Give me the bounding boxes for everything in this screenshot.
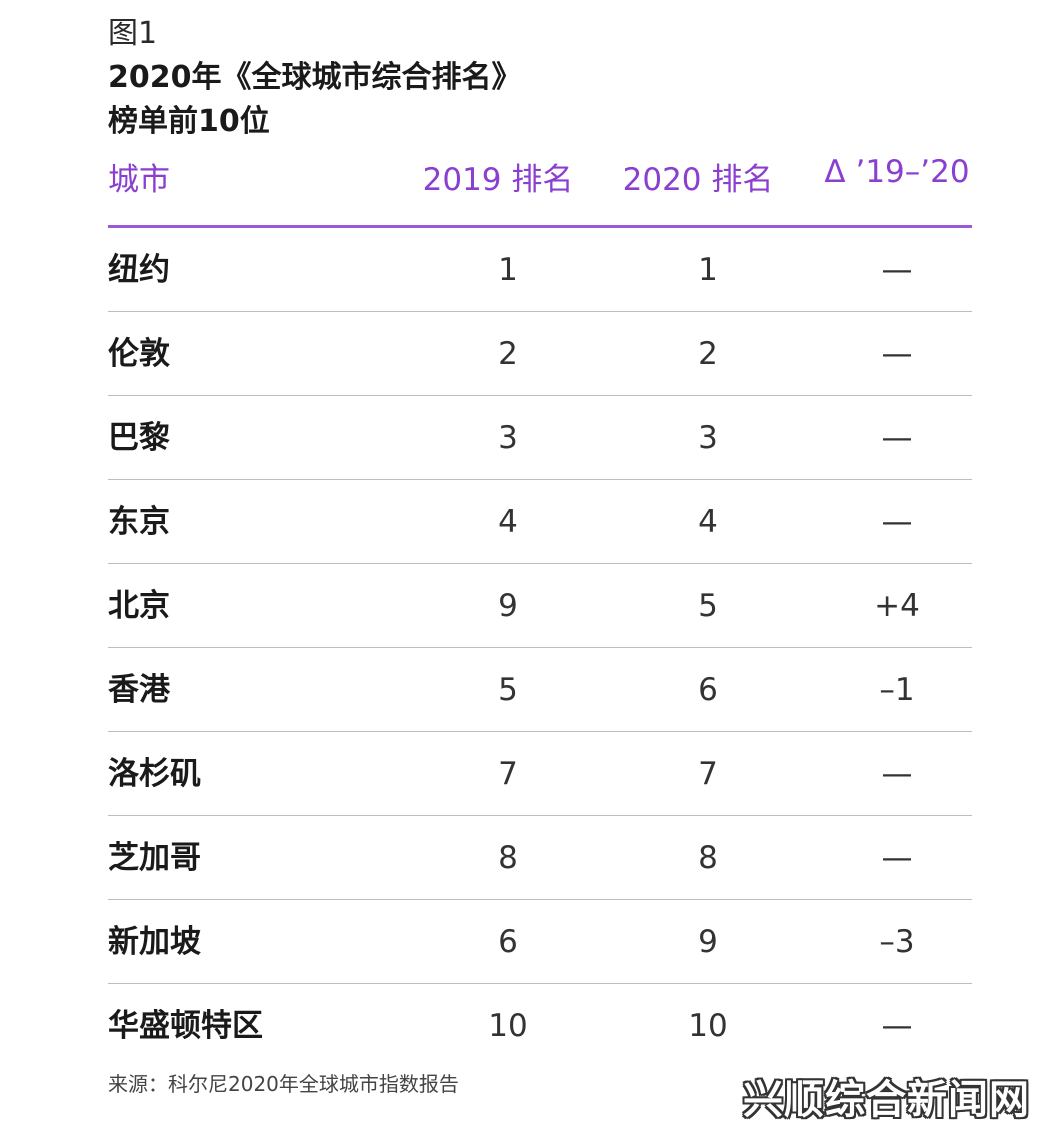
site-watermark: 兴顺综合新闻网 <box>743 1077 1030 1123</box>
header-city: 城市 <box>108 162 170 198</box>
cell-delta: –1 <box>879 672 915 708</box>
cell-rank-2019: 4 <box>498 504 518 540</box>
table-row: 纽约 1 1 — <box>108 228 972 312</box>
cell-rank-2019: 8 <box>498 840 518 876</box>
cell-city: 东京 <box>108 504 170 540</box>
cell-rank-2019: 5 <box>498 672 518 708</box>
cell-rank-2019: 1 <box>498 252 518 288</box>
cell-delta: — <box>881 336 913 372</box>
table-row: 洛杉矶 7 7 — <box>108 732 972 816</box>
cell-rank-2020: 3 <box>698 420 718 456</box>
table-row: 东京 4 4 — <box>108 480 972 564</box>
cell-rank-2019: 3 <box>498 420 518 456</box>
cell-rank-2020: 9 <box>698 924 718 960</box>
cell-rank-2020: 8 <box>698 840 718 876</box>
table-row: 新加坡 6 9 –3 <box>108 900 972 984</box>
cell-delta: –3 <box>879 924 915 960</box>
header-rank-2019: 2019 排名 <box>422 162 574 198</box>
cell-city: 香港 <box>108 672 170 708</box>
header-delta: Δ ’19–’20 <box>824 154 970 190</box>
table-row: 伦敦 2 2 — <box>108 312 972 396</box>
table-row: 华盛顿特区 10 10 — <box>108 984 972 1067</box>
cell-rank-2019: 6 <box>498 924 518 960</box>
cell-rank-2019: 9 <box>498 588 518 624</box>
table-title: 2020年《全球城市综合排名》 榜单前10位 <box>108 56 908 144</box>
cell-delta: — <box>881 420 913 456</box>
cell-city: 纽约 <box>108 252 170 288</box>
cell-rank-2019: 7 <box>498 756 518 792</box>
cell-delta: — <box>881 840 913 876</box>
cell-rank-2020: 5 <box>698 588 718 624</box>
table-body: 纽约 1 1 — 伦敦 2 2 — 巴黎 3 3 — 东京 4 4 — 北京 9… <box>108 228 972 1067</box>
header-rank-2020: 2020 排名 <box>622 162 774 198</box>
cell-city: 洛杉矶 <box>108 756 201 792</box>
cell-city: 芝加哥 <box>108 840 201 876</box>
cell-city: 伦敦 <box>108 336 170 372</box>
cell-city: 巴黎 <box>108 420 170 456</box>
header-divider <box>108 225 972 228</box>
table-header: 城市 2019 排名 2020 排名 Δ ’19–’20 <box>108 150 972 200</box>
table-row: 香港 5 6 –1 <box>108 648 972 732</box>
title-line-2: 榜单前10位 <box>108 104 270 139</box>
cell-city: 华盛顿特区 <box>108 1008 263 1044</box>
figure-label: 图1 <box>108 16 158 51</box>
cell-delta: — <box>881 504 913 540</box>
cell-city: 北京 <box>108 588 170 624</box>
table-row: 北京 9 5 +4 <box>108 564 972 648</box>
cell-city: 新加坡 <box>108 924 201 960</box>
source-note: 来源：科尔尼2020年全球城市指数报告 <box>108 1072 459 1096</box>
cell-rank-2020: 4 <box>698 504 718 540</box>
cell-delta: +4 <box>874 588 920 624</box>
cell-delta: — <box>881 756 913 792</box>
cell-rank-2020: 1 <box>698 252 718 288</box>
table-row: 芝加哥 8 8 — <box>108 816 972 900</box>
cell-rank-2020: 10 <box>688 1008 728 1044</box>
cell-rank-2019: 2 <box>498 336 518 372</box>
cell-delta: — <box>881 1008 913 1044</box>
title-line-1: 2020年《全球城市综合排名》 <box>108 60 522 95</box>
cell-rank-2020: 2 <box>698 336 718 372</box>
table-row: 巴黎 3 3 — <box>108 396 972 480</box>
cell-rank-2020: 7 <box>698 756 718 792</box>
cell-rank-2020: 6 <box>698 672 718 708</box>
cell-rank-2019: 10 <box>488 1008 528 1044</box>
cell-delta: — <box>881 252 913 288</box>
